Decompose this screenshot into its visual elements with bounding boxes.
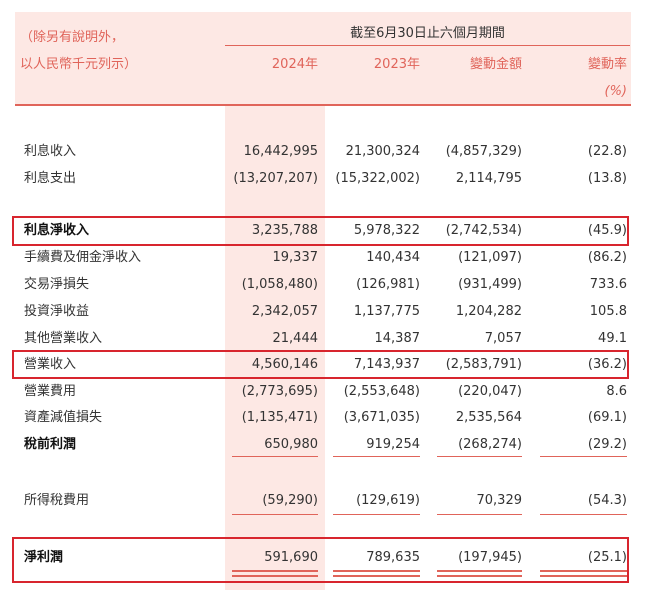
row-label: 資產減值損失	[24, 410, 103, 425]
underline	[437, 575, 522, 577]
cell: (13.8)	[587, 171, 627, 186]
header-rule	[15, 104, 631, 106]
underline	[540, 570, 627, 572]
cell: (220,047)	[458, 384, 522, 399]
cell: (86.2)	[587, 250, 627, 265]
cell: 919,254	[366, 437, 420, 452]
row-label: 利息收入	[24, 144, 77, 159]
cell: 1,204,282	[455, 304, 522, 319]
period-rule	[225, 45, 630, 46]
cell: (15,322,002)	[335, 171, 420, 186]
row-label: 營業費用	[24, 384, 77, 399]
cell: 70,329	[476, 493, 523, 508]
cell: 140,434	[366, 250, 420, 265]
cell: (931,499)	[458, 277, 522, 292]
cell: (2,553,648)	[343, 384, 420, 399]
cell: (197,945)	[458, 550, 522, 565]
cell: 789,635	[366, 550, 420, 565]
note: 以人民幣千元列示）	[20, 57, 138, 72]
underline	[437, 570, 522, 572]
cell: 650,980	[264, 437, 318, 452]
underline	[232, 514, 318, 515]
cell: 19,337	[272, 250, 319, 265]
cell: 7,143,937	[353, 357, 420, 372]
underline	[540, 575, 627, 577]
row-label: 其他營業收入	[24, 331, 103, 346]
cell: 1,137,775	[353, 304, 420, 319]
cell: (1,135,471)	[241, 410, 318, 425]
column-header: 變動金額	[469, 57, 522, 72]
underline	[232, 570, 318, 572]
cell: 105.8	[589, 304, 627, 319]
cell: 4,560,146	[251, 357, 318, 372]
cell: 591,690	[264, 550, 318, 565]
cell: 7,057	[484, 331, 522, 346]
highlight-box	[12, 350, 629, 379]
underline	[232, 575, 318, 577]
note: （除另有說明外，	[20, 30, 125, 45]
cell: 733.6	[589, 277, 627, 292]
row-label: 淨利潤	[24, 550, 64, 565]
cell: (59,290)	[262, 493, 318, 508]
cell: 21,300,324	[345, 144, 420, 159]
unit: (%)	[604, 84, 628, 99]
row-label: 利息支出	[24, 171, 77, 186]
row-label: 稅前利潤	[24, 437, 77, 452]
column-header: 2024年	[271, 57, 318, 72]
underline	[540, 514, 627, 515]
cell: (25.1)	[587, 550, 627, 565]
cell: (126,981)	[356, 277, 420, 292]
cell: (1,058,480)	[241, 277, 318, 292]
cell: (45.9)	[587, 223, 627, 238]
cell: (29.2)	[587, 437, 627, 452]
column-header: 變動率	[587, 57, 627, 72]
underline	[437, 456, 522, 457]
cell: 21,444	[272, 331, 319, 346]
column-header: 2023年	[373, 57, 420, 72]
header-bg	[15, 12, 631, 105]
underline	[333, 570, 420, 572]
row-label: 所得稅費用	[24, 493, 90, 508]
cell: (2,742,534)	[445, 223, 522, 238]
cell: 14,387	[374, 331, 421, 346]
cell: 3,235,788	[251, 223, 318, 238]
cell: (54.3)	[587, 493, 627, 508]
cell: 2,535,564	[455, 410, 522, 425]
cell: (268,274)	[458, 437, 522, 452]
column-shade	[225, 106, 325, 590]
period: 截至6月30日止六個月期間	[350, 26, 505, 41]
cell: (69.1)	[587, 410, 627, 425]
highlight-box	[12, 537, 629, 583]
cell: (36.2)	[587, 357, 627, 372]
cell: 5,978,322	[353, 223, 420, 238]
cell: 49.1	[598, 331, 627, 346]
cell: 8.6	[606, 384, 627, 399]
cell: (2,583,791)	[445, 357, 522, 372]
underline	[333, 575, 420, 577]
underline	[232, 456, 318, 457]
row-label: 營業收入	[24, 357, 77, 372]
cell: (4,857,329)	[445, 144, 522, 159]
cell: 16,442,995	[243, 144, 318, 159]
underline	[540, 456, 627, 457]
cell: 2,114,795	[455, 171, 522, 186]
highlight-box	[12, 216, 629, 246]
row-label: 手續費及佣金淨收入	[24, 250, 142, 265]
underline	[333, 514, 420, 515]
cell: (22.8)	[587, 144, 627, 159]
underline	[333, 456, 420, 457]
cell: 2,342,057	[251, 304, 318, 319]
row-label: 利息淨收入	[24, 223, 90, 238]
cell: (2,773,695)	[241, 384, 318, 399]
cell: (3,671,035)	[343, 410, 420, 425]
cell: (13,207,207)	[233, 171, 318, 186]
row-label: 投資淨收益	[24, 304, 90, 319]
row-label: 交易淨損失	[24, 277, 90, 292]
cell: (129,619)	[356, 493, 420, 508]
underline	[437, 514, 522, 515]
cell: (121,097)	[458, 250, 522, 265]
